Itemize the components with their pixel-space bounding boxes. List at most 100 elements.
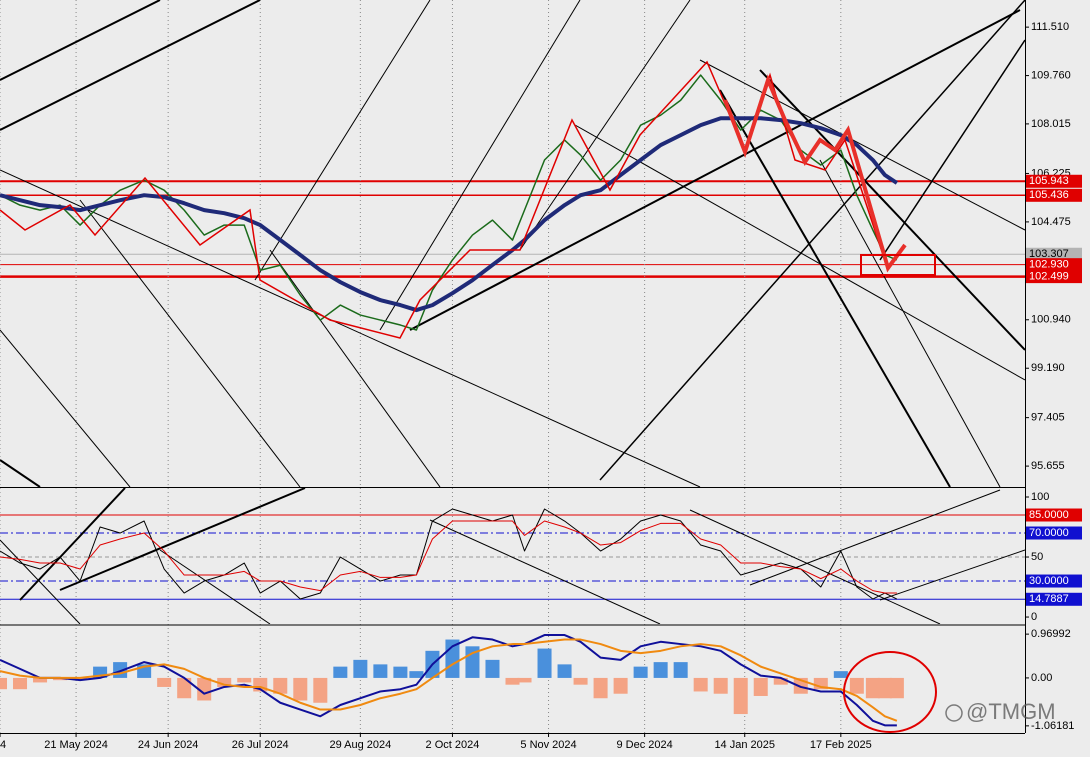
osc-trendlines bbox=[0, 488, 1025, 624]
series-line bbox=[0, 508, 898, 600]
histogram-bar bbox=[485, 659, 500, 678]
histogram-bar bbox=[557, 664, 572, 678]
axes: 111.510109.760108.015106.225104.475100.9… bbox=[0, 21, 1082, 751]
histogram-bar bbox=[633, 666, 648, 678]
series-line bbox=[0, 74, 898, 331]
histogram-bar bbox=[157, 677, 172, 687]
level-label: 103.307 bbox=[1029, 248, 1069, 260]
histogram-bar bbox=[693, 677, 708, 692]
histogram-bar bbox=[889, 677, 904, 699]
series bbox=[0, 74, 904, 727]
histogram-bar bbox=[53, 677, 68, 681]
histogram-bar bbox=[393, 666, 408, 678]
level-label: 105.943 bbox=[1029, 175, 1069, 187]
x-tick-label: 21 May 2024 bbox=[44, 739, 108, 751]
histogram-bar bbox=[833, 671, 848, 678]
level-label-box bbox=[1026, 592, 1082, 606]
y-tick-label: 100.940 bbox=[1031, 314, 1071, 326]
y-tick-label: 104.475 bbox=[1031, 216, 1071, 228]
level-label: 105.436 bbox=[1029, 189, 1069, 201]
histogram-bar bbox=[73, 677, 88, 681]
level-label: 85.0000 bbox=[1029, 509, 1069, 521]
y-tick-label: 0 bbox=[1031, 611, 1037, 623]
y-tick-label: 100 bbox=[1031, 491, 1049, 503]
level-label: 14.7887 bbox=[1029, 593, 1069, 605]
histogram-bar bbox=[373, 664, 388, 678]
histogram-bar bbox=[653, 662, 668, 678]
x-tick-label: 9 Dec 2024 bbox=[616, 739, 672, 751]
arrow-path bbox=[723, 74, 907, 273]
histogram-bar bbox=[93, 666, 108, 678]
grid bbox=[0, 0, 1025, 733]
watermark-icon bbox=[945, 704, 963, 722]
level-label-box bbox=[1026, 508, 1082, 522]
histogram-bar bbox=[753, 677, 768, 696]
histogram-bar bbox=[733, 677, 748, 715]
y-tick-label: 0.96992 bbox=[1031, 628, 1071, 640]
x-tick-label: 24 bbox=[0, 739, 6, 751]
histogram-bar bbox=[13, 677, 28, 690]
x-tick-label: 2 Oct 2024 bbox=[426, 739, 480, 751]
histogram-bar bbox=[849, 677, 864, 694]
level-label: 102.930 bbox=[1029, 259, 1069, 271]
histogram-bar bbox=[333, 666, 348, 678]
y-tick-label: 99.190 bbox=[1031, 362, 1065, 374]
level-label-box bbox=[1026, 270, 1082, 284]
panel-series bbox=[0, 74, 898, 331]
histogram-bar bbox=[593, 677, 608, 699]
histogram-bar bbox=[197, 677, 212, 701]
y-tick-label: 111.510 bbox=[1031, 21, 1069, 33]
y-tick-label: 50 bbox=[1031, 551, 1043, 563]
level-label-box bbox=[1026, 174, 1082, 188]
histogram-bar bbox=[537, 648, 552, 678]
panel-series bbox=[0, 508, 898, 600]
series-line bbox=[0, 520, 897, 594]
y-tick-label: 108.015 bbox=[1031, 118, 1071, 130]
highlight-circle bbox=[843, 651, 937, 733]
level-label-box bbox=[1026, 188, 1082, 202]
x-tick-label: 29 Aug 2024 bbox=[329, 739, 391, 751]
level-label: 102.499 bbox=[1029, 271, 1069, 283]
histogram-bar bbox=[237, 677, 252, 683]
x-tick-label: 24 Jun 2024 bbox=[138, 739, 199, 751]
histogram-bar bbox=[0, 677, 8, 690]
target-box bbox=[860, 254, 936, 276]
histogram-bar bbox=[865, 677, 880, 699]
x-tick-label: 17 Feb 2025 bbox=[810, 739, 872, 751]
trendlines bbox=[0, 0, 1025, 487]
series-line bbox=[0, 634, 897, 727]
y-tick-label: 109.760 bbox=[1031, 69, 1071, 81]
series-line bbox=[0, 116, 898, 313]
y-tick-label: 97.405 bbox=[1031, 412, 1065, 424]
histogram-bar bbox=[573, 677, 588, 685]
series-line bbox=[0, 638, 898, 722]
level-label: 70.0000 bbox=[1029, 527, 1069, 539]
histogram-bar bbox=[353, 659, 368, 678]
histogram-bar bbox=[217, 677, 232, 687]
histogram-bar bbox=[313, 677, 328, 703]
level-label-box bbox=[1026, 247, 1082, 261]
level-label-box bbox=[1026, 526, 1082, 540]
annotations bbox=[0, 60, 937, 733]
y-tick-label: -1.06181 bbox=[1031, 720, 1074, 732]
y-tick-label: 0.00 bbox=[1031, 672, 1052, 684]
histogram-bar bbox=[877, 677, 892, 699]
x-tick-label: 14 Jan 2025 bbox=[714, 739, 775, 751]
x-tick-label: 5 Nov 2024 bbox=[520, 739, 576, 751]
histogram-bar bbox=[813, 677, 828, 690]
y-tick-label: 95.655 bbox=[1031, 460, 1065, 472]
histogram-bar bbox=[409, 671, 424, 678]
level-label-box bbox=[1026, 574, 1082, 588]
watermark-text: @TMGM bbox=[966, 699, 1056, 724]
histogram-bar bbox=[505, 677, 520, 685]
histogram-bar bbox=[273, 677, 288, 694]
watermark: @TMGM bbox=[945, 699, 1056, 724]
level-label: 30.0000 bbox=[1029, 575, 1069, 587]
histogram-bar bbox=[613, 677, 628, 694]
x-tick-label: 26 Jul 2024 bbox=[232, 739, 289, 751]
panel-series bbox=[0, 634, 904, 727]
histogram-bar bbox=[517, 677, 532, 683]
histogram-bar bbox=[773, 677, 788, 685]
histogram-bar bbox=[293, 677, 308, 701]
